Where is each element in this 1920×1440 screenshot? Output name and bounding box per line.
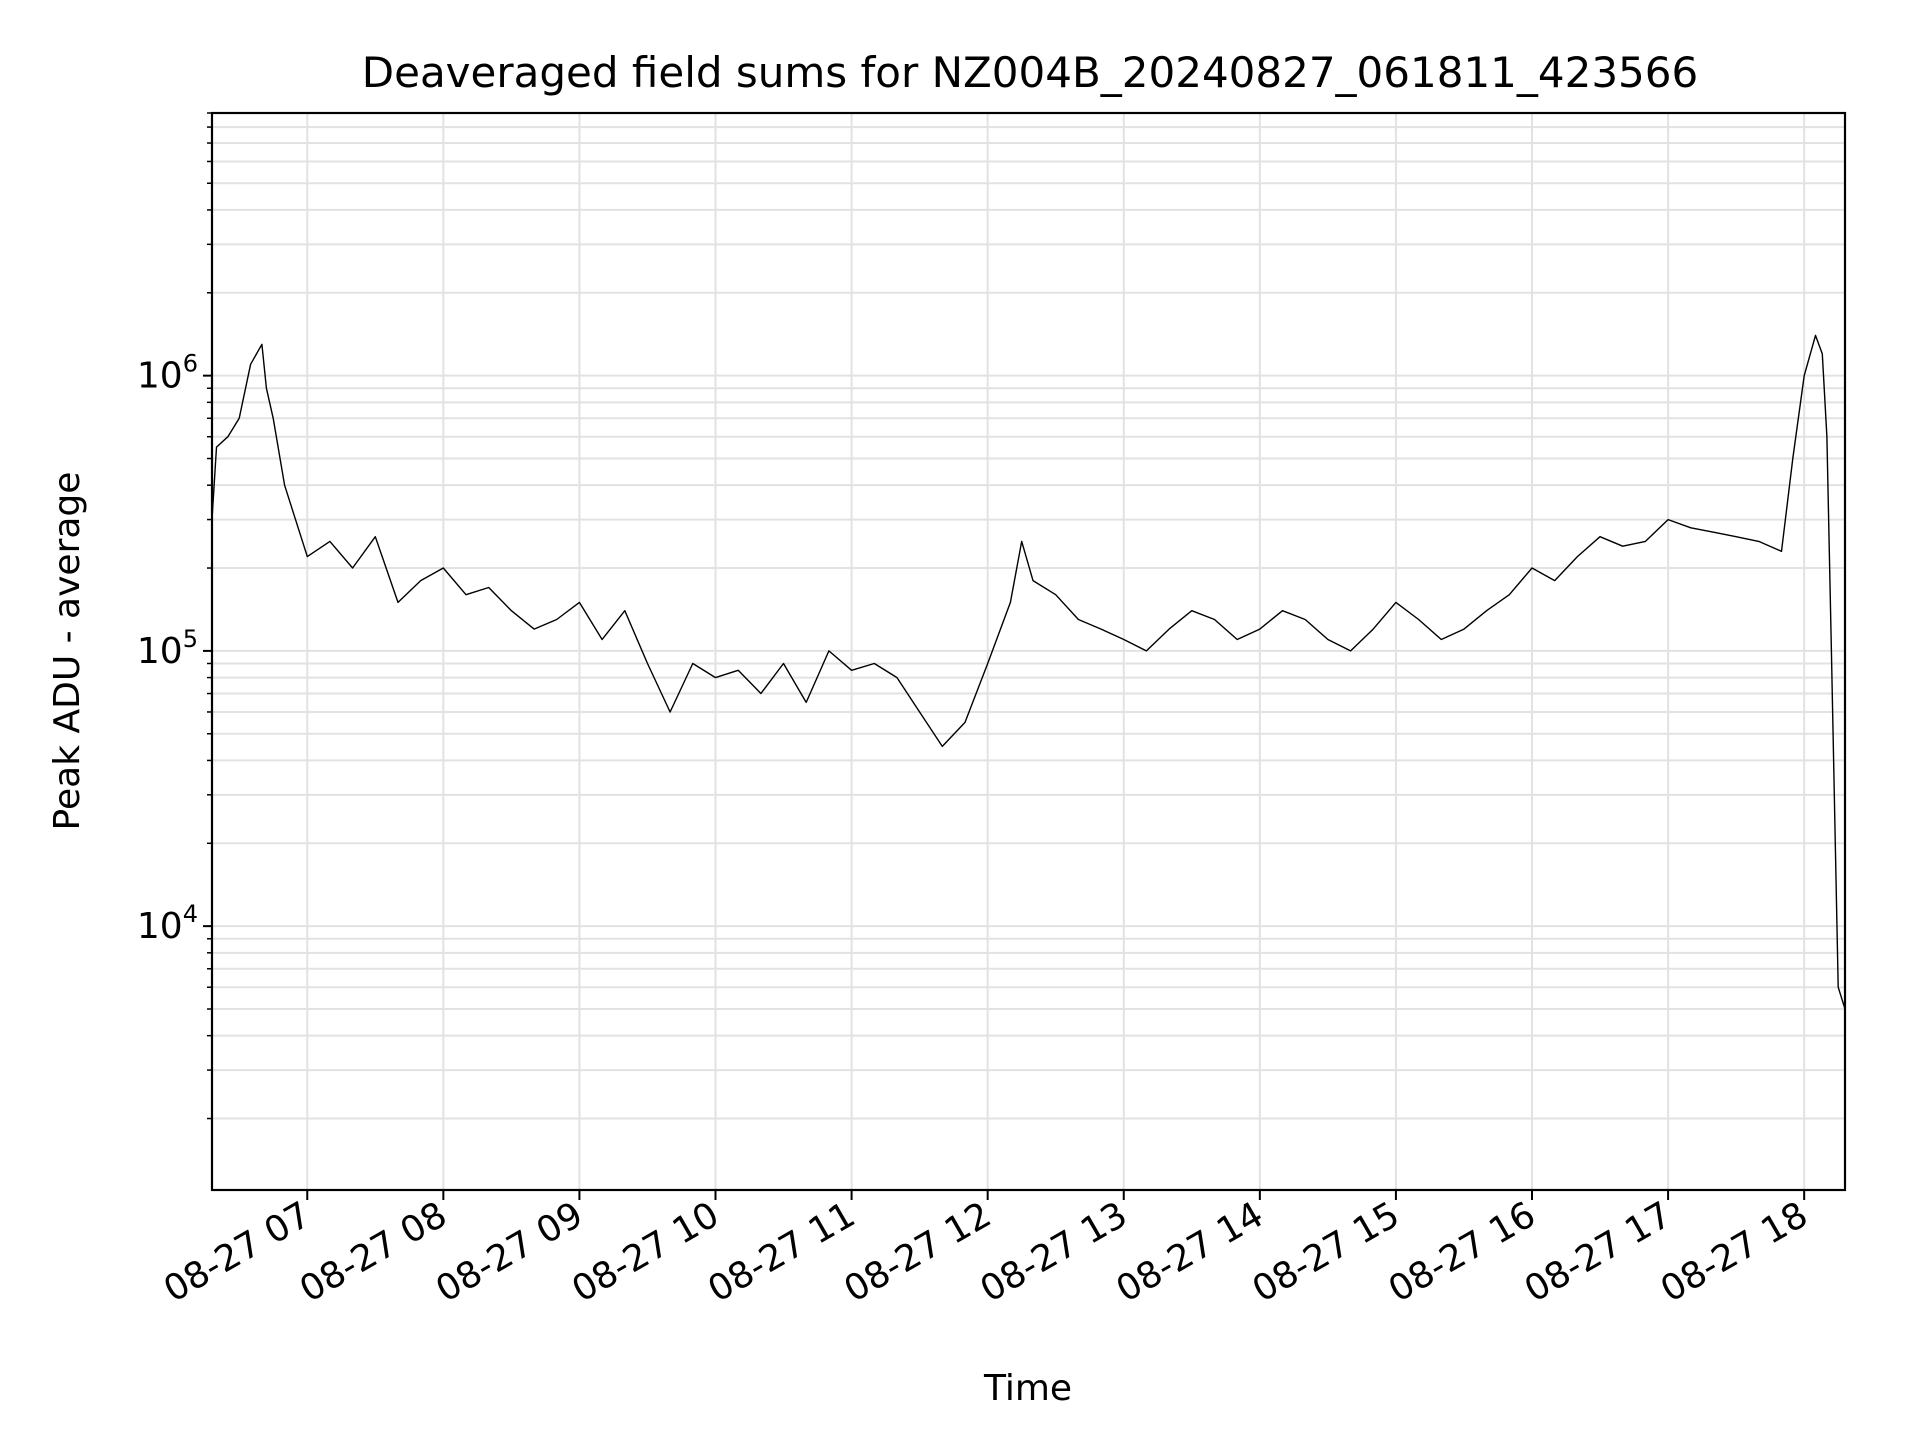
- y-tick-label-base: 10: [137, 906, 183, 947]
- series-line: [211, 334, 1846, 1010]
- x-axis-label: Time: [983, 1368, 1072, 1409]
- y-tick-label-base: 10: [137, 631, 183, 672]
- y-tick-label-exponent: 6: [183, 350, 198, 378]
- y-tick-label: 106: [137, 350, 198, 397]
- y-tick-label-exponent: 4: [183, 900, 198, 928]
- y-tick-label: 105: [137, 625, 198, 672]
- y-axis-label: Peak ADU - average: [47, 472, 88, 831]
- y-tick-label: 104: [137, 900, 198, 947]
- y-tick-label-exponent: 5: [183, 625, 198, 653]
- y-tick-label-base: 10: [137, 356, 183, 397]
- chart-title: Deaveraged field sums for NZ004B_2024082…: [362, 48, 1698, 97]
